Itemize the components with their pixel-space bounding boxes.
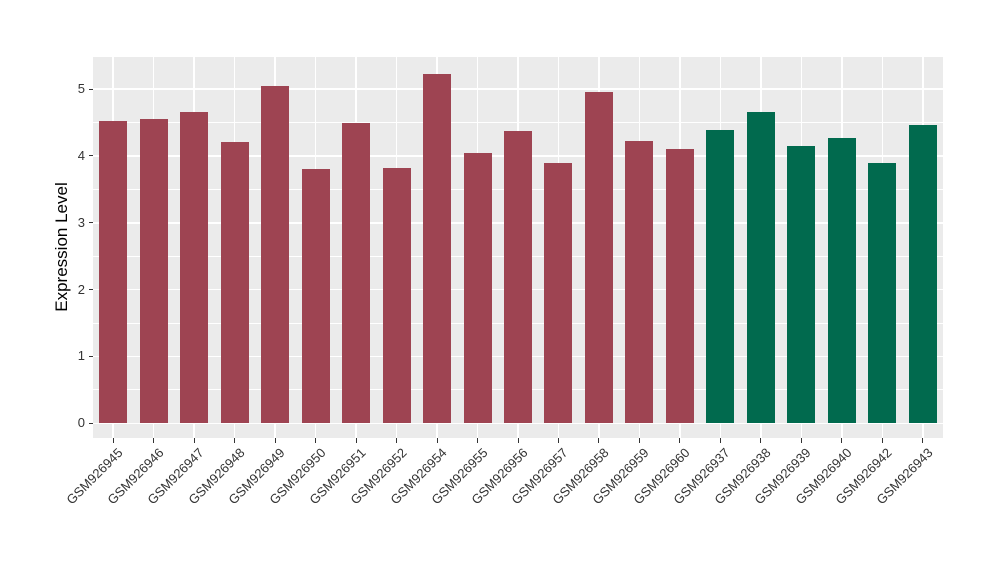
x-tick-mark — [355, 438, 357, 443]
y-tick-label: 3 — [77, 214, 85, 230]
bar-GSM926955 — [463, 153, 492, 424]
y-tick-label: 1 — [77, 348, 85, 364]
y-tick-mark — [88, 355, 93, 357]
bar-GSM926951 — [342, 123, 371, 424]
y-tick-mark — [88, 422, 93, 424]
x-tick-mark — [153, 438, 155, 443]
x-tick-mark — [557, 438, 559, 443]
y-tick-mark — [88, 155, 93, 157]
x-tick-mark — [679, 438, 681, 443]
x-tick-mark — [234, 438, 236, 443]
bar-GSM926938 — [746, 111, 775, 424]
bar-GSM926954 — [423, 73, 452, 424]
y-tick-mark — [88, 222, 93, 224]
y-tick-mark — [88, 88, 93, 90]
bar-GSM926952 — [382, 167, 411, 424]
bar-GSM926950 — [301, 168, 330, 424]
x-tick-mark — [436, 438, 438, 443]
bar-GSM926939 — [787, 145, 816, 424]
bar-GSM926947 — [180, 112, 209, 424]
y-tick-label: 0 — [77, 415, 85, 431]
bar-GSM926957 — [544, 163, 573, 424]
x-tick-mark — [274, 438, 276, 443]
x-tick-mark — [396, 438, 398, 443]
x-tick-mark — [719, 438, 721, 443]
bar-GSM926946 — [139, 119, 168, 424]
x-tick-mark — [477, 438, 479, 443]
x-tick-mark — [193, 438, 195, 443]
bar-GSM926937 — [706, 129, 735, 424]
x-tick-mark — [517, 438, 519, 443]
y-tick-label: 2 — [77, 281, 85, 297]
x-tick-mark — [881, 438, 883, 443]
bar-GSM926945 — [99, 120, 128, 424]
bar-GSM926948 — [220, 141, 249, 424]
x-tick-mark — [922, 438, 924, 443]
bar-GSM926940 — [827, 137, 856, 424]
x-tick-mark — [112, 438, 114, 443]
bar-GSM926943 — [908, 124, 937, 424]
y-tick-mark — [88, 289, 93, 291]
x-tick-mark — [638, 438, 640, 443]
x-tick-mark — [315, 438, 317, 443]
bar-GSM926956 — [504, 131, 532, 424]
bar-GSM926949 — [261, 85, 290, 424]
x-tick-mark — [760, 438, 762, 443]
x-tick-mark — [800, 438, 802, 443]
bar-GSM926960 — [665, 149, 694, 424]
x-tick-mark — [598, 438, 600, 443]
bar-GSM926942 — [868, 162, 897, 424]
y-tick-label: 5 — [77, 81, 85, 97]
plot-panel — [93, 57, 943, 438]
y-tick-label: 4 — [77, 147, 85, 163]
bar-GSM926958 — [584, 92, 613, 424]
bar-GSM926959 — [625, 140, 654, 424]
x-tick-mark — [841, 438, 843, 443]
